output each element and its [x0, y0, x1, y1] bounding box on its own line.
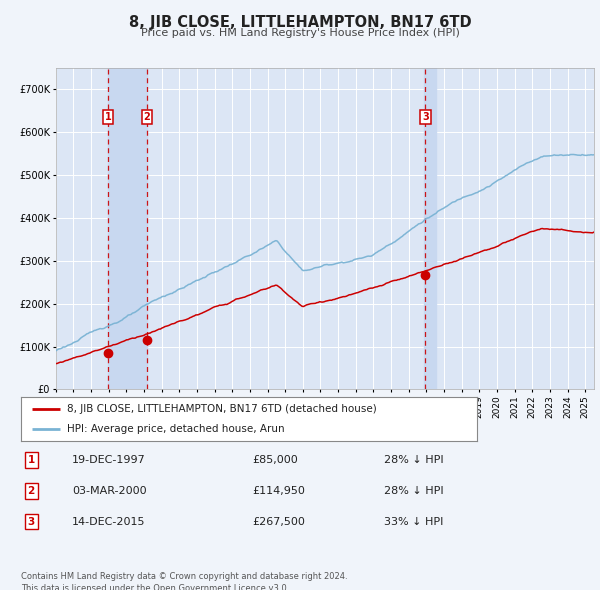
Text: 28% ↓ HPI: 28% ↓ HPI	[384, 455, 443, 465]
Text: 33% ↓ HPI: 33% ↓ HPI	[384, 517, 443, 526]
Text: 1: 1	[28, 455, 35, 465]
Text: 14-DEC-2015: 14-DEC-2015	[72, 517, 146, 526]
Text: £85,000: £85,000	[252, 455, 298, 465]
Text: 2: 2	[143, 112, 151, 122]
Text: Price paid vs. HM Land Registry's House Price Index (HPI): Price paid vs. HM Land Registry's House …	[140, 28, 460, 38]
Text: 3: 3	[422, 112, 429, 122]
Text: £267,500: £267,500	[252, 517, 305, 526]
Text: 8, JIB CLOSE, LITTLEHAMPTON, BN17 6TD: 8, JIB CLOSE, LITTLEHAMPTON, BN17 6TD	[128, 15, 472, 30]
Bar	[424, 68, 436, 389]
Text: 2: 2	[28, 486, 35, 496]
Text: £114,950: £114,950	[252, 486, 305, 496]
Text: 3: 3	[28, 517, 35, 526]
Text: 19-DEC-1997: 19-DEC-1997	[72, 455, 146, 465]
Text: Contains HM Land Registry data © Crown copyright and database right 2024.
This d: Contains HM Land Registry data © Crown c…	[21, 572, 347, 590]
Bar	[108, 68, 147, 389]
Text: 28% ↓ HPI: 28% ↓ HPI	[384, 486, 443, 496]
Text: HPI: Average price, detached house, Arun: HPI: Average price, detached house, Arun	[67, 424, 284, 434]
Text: 03-MAR-2000: 03-MAR-2000	[72, 486, 146, 496]
Text: 1: 1	[104, 112, 112, 122]
Text: 8, JIB CLOSE, LITTLEHAMPTON, BN17 6TD (detached house): 8, JIB CLOSE, LITTLEHAMPTON, BN17 6TD (d…	[67, 404, 376, 414]
